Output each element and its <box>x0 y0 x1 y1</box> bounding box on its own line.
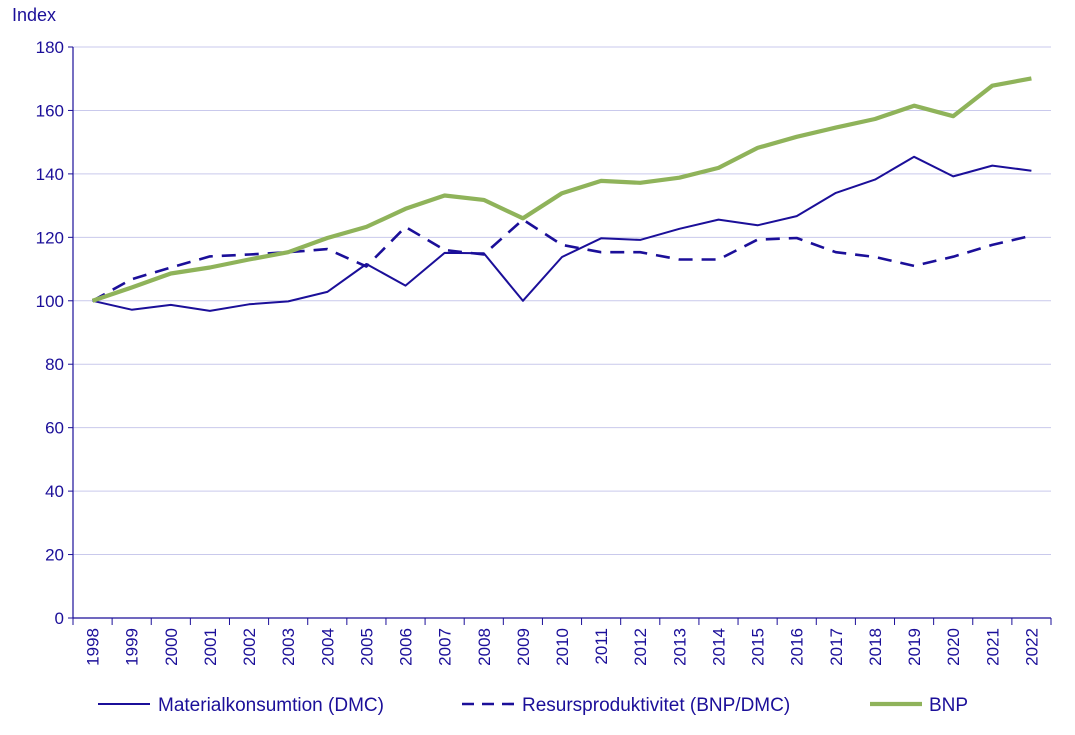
x-tick-label: 2011 <box>592 628 611 665</box>
y-tick-label: 80 <box>45 355 64 374</box>
y-tick-label: 140 <box>36 165 64 184</box>
x-tick-label: 2020 <box>944 628 963 666</box>
y-tick-label: 0 <box>55 609 64 628</box>
axes <box>68 46 1052 625</box>
x-tick-label: 2009 <box>514 628 533 666</box>
y-tick-label: 40 <box>45 482 64 501</box>
y-tick-label: 60 <box>45 419 64 438</box>
x-tick-label: 2022 <box>1022 628 1041 666</box>
y-axis-title: Index <box>12 5 56 25</box>
series-line-0 <box>92 155 1032 312</box>
x-tick-label: 1998 <box>84 628 103 666</box>
x-tick-label: 2014 <box>709 628 728 666</box>
x-tick-label: 2003 <box>279 628 298 666</box>
series-line-1 <box>91 218 1032 302</box>
x-tick-label: 2013 <box>670 628 689 666</box>
y-tick-label: 180 <box>36 38 64 57</box>
x-tick-label: 2000 <box>162 628 181 666</box>
x-tick-label: 2018 <box>866 628 885 666</box>
y-tick-label: 20 <box>45 546 64 565</box>
x-tick-label: 2019 <box>905 628 924 666</box>
series-lines <box>91 76 1032 312</box>
x-tick-label: 2017 <box>827 628 846 666</box>
y-tick-label: 100 <box>36 292 64 311</box>
x-tick-label: 2004 <box>318 628 337 666</box>
x-tick-label: 2005 <box>357 628 376 666</box>
y-tick-labels: 0 20 40 60 80 100 120 140 160 180 <box>36 38 64 628</box>
x-tick-label: 2006 <box>397 628 416 666</box>
gridlines <box>73 46 1051 556</box>
x-tick-label: 2007 <box>436 628 455 666</box>
x-tick-label: 2010 <box>553 628 572 666</box>
x-tick-label: 2015 <box>749 628 768 666</box>
legend-label-2: BNP <box>929 695 968 716</box>
x-tick-labels: 1998 1999 2000 2001 2002 2003 2004 2005 2006 2007… <box>84 628 1042 666</box>
x-tick-label: 2002 <box>240 628 259 666</box>
legend-label-0: Materialkonsumtion (DMC) <box>158 695 384 716</box>
series-line-2 <box>91 76 1032 303</box>
x-tick-label: 2012 <box>631 628 650 666</box>
x-tick-label: 2016 <box>788 628 807 666</box>
y-tick-label: 120 <box>36 228 64 247</box>
legend-label-1: Resursproduktivitet (BNP/DMC) <box>522 695 790 716</box>
x-tick-label: 2021 <box>983 628 1002 666</box>
legend: Materialkonsumtion (DMC) Resursproduktivi… <box>98 695 968 716</box>
x-tick-label: 2008 <box>475 628 494 666</box>
x-tick-label: 1999 <box>123 628 142 666</box>
y-tick-label: 160 <box>36 101 64 120</box>
x-tick-label: 2001 <box>201 628 220 666</box>
